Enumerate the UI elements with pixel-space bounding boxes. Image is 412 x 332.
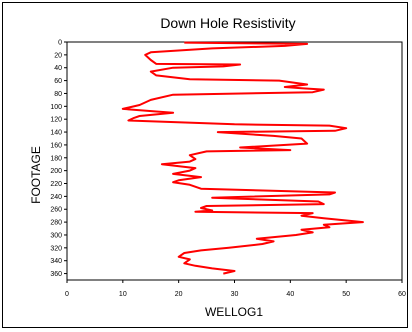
y-tick-label: 20: [54, 52, 62, 59]
chart-frame: [2, 2, 408, 328]
y-tick-label: 80: [54, 91, 62, 98]
y-tick-label: 100: [50, 104, 62, 111]
y-tick-label: 120: [50, 117, 62, 124]
y-tick-label: 280: [50, 220, 62, 227]
x-tick-label: 20: [175, 291, 183, 298]
x-tick-label: 50: [342, 291, 350, 298]
plot-area: [66, 41, 403, 281]
y-tick-label: 240: [50, 194, 62, 201]
y-axis: 0 20 40 60 80 100 120 140 160 180 200 220 240 260 280 3…: [50, 40, 67, 278]
y-tick-label: 340: [50, 258, 62, 265]
series-line-wellog1: [121, 41, 364, 275]
y-tick-label: 160: [50, 142, 62, 149]
x-axis: 0 10 20 30 40 50 60: [65, 280, 406, 298]
y-axis-label: FOOTAGE: [29, 146, 43, 204]
y-tick-label: 180: [50, 155, 62, 162]
y-tick-label: 220: [50, 181, 62, 188]
y-tick-label: 140: [50, 130, 62, 137]
y-tick-label: 200: [50, 168, 62, 175]
y-tick-label: 360: [50, 271, 62, 278]
x-tick-label: 40: [286, 291, 294, 298]
x-axis-label: WELLOG1: [205, 305, 263, 319]
x-tick-label: 30: [231, 291, 239, 298]
chart-title: Down Hole Resistivity: [160, 15, 295, 31]
x-tick-label: 60: [398, 291, 406, 298]
y-tick-label: 60: [54, 78, 62, 85]
x-tick-label: 10: [119, 291, 127, 298]
y-tick-label: 0: [58, 40, 62, 47]
y-tick-label: 260: [50, 207, 62, 214]
y-tick-label: 40: [54, 65, 62, 72]
y-tick-label: 300: [50, 232, 62, 239]
x-tick-label: 0: [65, 291, 69, 298]
y-tick-label: 320: [50, 245, 62, 252]
